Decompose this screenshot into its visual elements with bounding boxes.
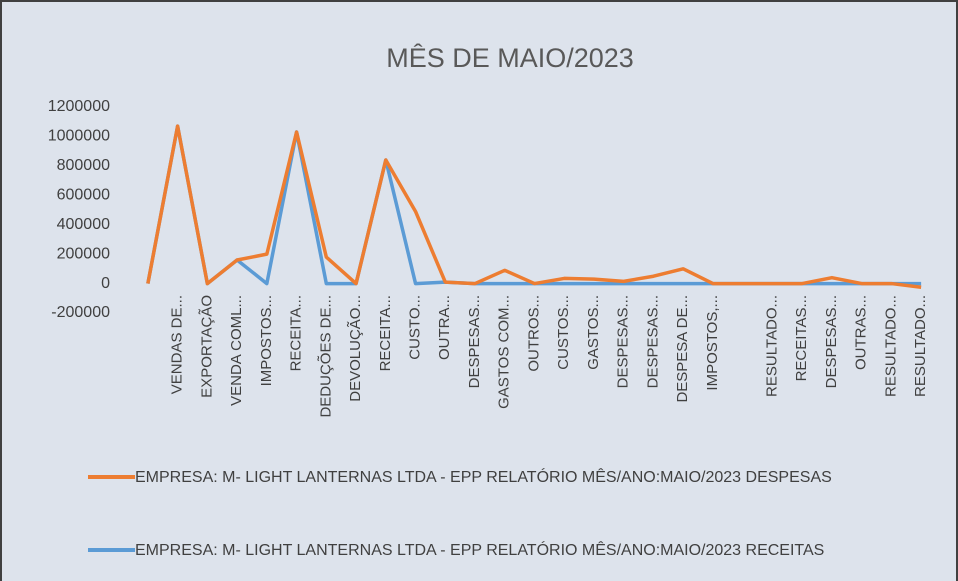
y-tick-label: 800000: [57, 157, 110, 174]
series-line: [146, 124, 922, 289]
legend-label: EMPRESA: M- LIGHT LANTERNAS LTDA - EPP R…: [135, 469, 832, 486]
legend-swatch: [88, 475, 135, 479]
x-tick-label: RECEITA...: [288, 295, 305, 371]
x-tick-label: DEDUÇÕES DE...: [317, 295, 334, 418]
legend-label: EMPRESA: M- LIGHT LANTERNAS LTDA - EPP R…: [135, 542, 825, 559]
legend-swatch: [88, 548, 135, 552]
x-tick-label: RECEITAS...: [793, 295, 810, 381]
x-tick-label: RESULTADO...: [763, 295, 780, 397]
y-tick-label: 1200000: [48, 98, 110, 115]
y-tick-label: 1000000: [48, 128, 110, 145]
x-tick-label: VENDA COML...: [228, 295, 245, 406]
x-tick-label: DEVOLUÇÃO...: [347, 295, 364, 402]
x-tick-label: GASTOS COM...: [496, 295, 513, 409]
x-tick-label: DESPESAS...: [644, 295, 661, 388]
x-tick-label: CUSTO...: [407, 295, 424, 360]
x-tick-label: RECEITA...: [377, 295, 394, 371]
x-tick-label: OUTRAS...: [853, 295, 870, 370]
y-tick-label: 200000: [57, 245, 110, 262]
series-line: [146, 124, 922, 286]
x-tick-label: IMPOSTOS,...: [704, 295, 721, 391]
x-tick-label: OUTRA...: [436, 295, 453, 360]
x-tick-label: VENDAS DE...: [169, 295, 186, 394]
chart-title: MÊS DE MAIO/2023: [386, 42, 634, 73]
y-tick-label: 600000: [57, 187, 110, 204]
x-tick-label: EXPORTAÇÃO: [198, 295, 215, 398]
legend-item: EMPRESA: M- LIGHT LANTERNAS LTDA - EPP R…: [88, 462, 928, 493]
x-tick-label: DESPESA DE...: [674, 295, 691, 403]
x-tick-label: CUSTOS...: [555, 295, 572, 370]
x-tick-label: RESULTADO...: [912, 295, 929, 397]
x-tick-label: DESPESAS...: [823, 295, 840, 388]
x-tick-label: DESPESAS...: [466, 295, 483, 388]
y-tick-label: 0: [101, 275, 110, 292]
x-tick-label: OUTROS...: [525, 295, 542, 372]
legend-item: EMPRESA: M- LIGHT LANTERNAS LTDA - EPP R…: [88, 535, 928, 566]
x-tick-label: DESPESAS...: [615, 295, 632, 388]
y-tick-label: 400000: [57, 216, 110, 233]
x-tick-label: IMPOSTOS...: [258, 295, 275, 386]
x-tick-label: GASTOS...: [585, 295, 602, 370]
x-tick-label: RESULTADO...: [882, 295, 899, 397]
y-tick-label: -200000: [51, 304, 110, 321]
